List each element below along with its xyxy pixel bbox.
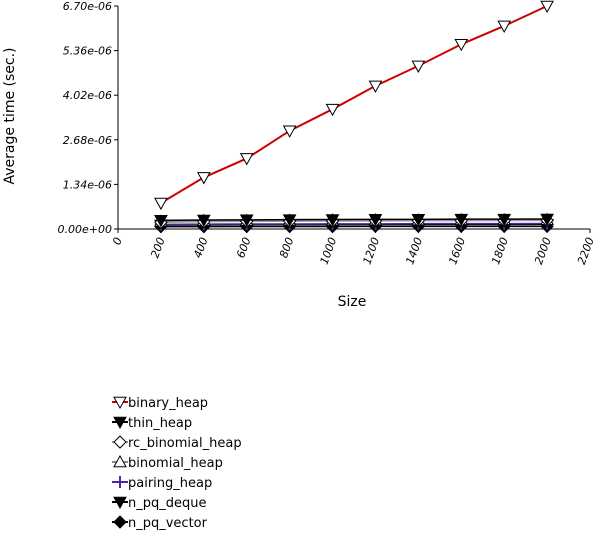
legend-item: thin_heap (112, 416, 192, 431)
data-point (282, 214, 297, 227)
legend-label: n_pq_vector (128, 516, 208, 531)
legend-label: binary_heap (128, 396, 208, 411)
legend-marker (113, 454, 127, 468)
data-point (325, 103, 340, 117)
x-tick-label: 1800 (489, 236, 511, 267)
data-point (196, 172, 211, 185)
x-tick-label: 1600 (446, 236, 468, 267)
x-tick-label: 0 (110, 236, 125, 247)
x-tick-label: 400 (191, 236, 210, 260)
data-point (540, 213, 554, 227)
legend-marker (113, 416, 127, 430)
y-tick-label: 2.68e-06 (63, 134, 112, 147)
plot-axes (117, 6, 590, 230)
x-tick-label: 1000 (318, 236, 340, 267)
series-line (160, 218, 548, 222)
y-axis-title: Average time (sec.) (2, 48, 18, 185)
legend: binary_heap thin_heap rc_binomial_heapbino… (112, 396, 242, 531)
y-tick-label: 4.02e-06 (63, 89, 112, 102)
x-tick-label: 1200 (360, 236, 382, 267)
legend-label: n_pq_deque (128, 496, 206, 511)
legend-item: binomial_heap (112, 454, 223, 471)
series-line (160, 5, 548, 204)
legend-item: n_pq_deque (112, 496, 206, 511)
legend-label: binomial_heap (128, 456, 223, 471)
legend-item: pairing_heap (112, 476, 212, 491)
y-tick-label: 6.70e-06 (63, 0, 112, 13)
data-point (196, 214, 211, 228)
data-point (411, 60, 426, 73)
x-tick-label: 2000 (532, 236, 554, 267)
data-point (497, 213, 512, 227)
legend-marker (114, 476, 126, 488)
series-line (160, 219, 548, 224)
x-tick-label: 2200 (575, 236, 597, 267)
legend-marker (113, 435, 127, 449)
data-point (411, 214, 426, 227)
data-point (454, 38, 469, 52)
data-point (282, 125, 297, 138)
y-tick-label: 0.00e+00 (58, 223, 112, 236)
legend-item: rc_binomial_heap (112, 435, 242, 451)
x-ticks: 0 200 400 600 800 1000 1200 1400 1600 1800 2000 220… (110, 229, 597, 266)
data-point (325, 214, 340, 227)
legend-label: rc_binomial_heap (128, 436, 242, 451)
data-point (154, 215, 168, 228)
legend-marker (113, 396, 127, 410)
data-point (368, 80, 383, 93)
y-ticks: 0.00e+00 1.34e-06 2.68e-06 4.02e-06 5.36e-06… (58, 0, 118, 236)
data-point (497, 20, 512, 33)
x-tick-label: 800 (277, 236, 296, 260)
legend-item: n_pq_vector (112, 515, 208, 531)
legend-label: pairing_heap (128, 476, 212, 491)
data-point (239, 214, 254, 227)
legend-label: thin_heap (128, 416, 192, 431)
data-point (239, 153, 254, 166)
x-tick-label: 1400 (403, 236, 425, 267)
y-tick-label: 1.34e-06 (63, 178, 112, 191)
x-tick-label: 600 (234, 236, 253, 260)
legend-marker (113, 496, 127, 510)
series-line (160, 222, 548, 226)
legend-marker (113, 515, 127, 529)
legend-item: binary_heap (112, 396, 208, 411)
x-tick-label: 200 (148, 236, 167, 260)
series-group (154, 0, 554, 234)
data-point (154, 197, 168, 211)
data-point (368, 214, 383, 227)
x-axis-title: Size (338, 294, 367, 310)
series-binary_heap (154, 0, 554, 211)
series-thin_heap (154, 213, 554, 228)
data-point (540, 0, 554, 14)
y-tick-label: 5.36e-06 (63, 45, 112, 58)
data-point (454, 213, 469, 227)
